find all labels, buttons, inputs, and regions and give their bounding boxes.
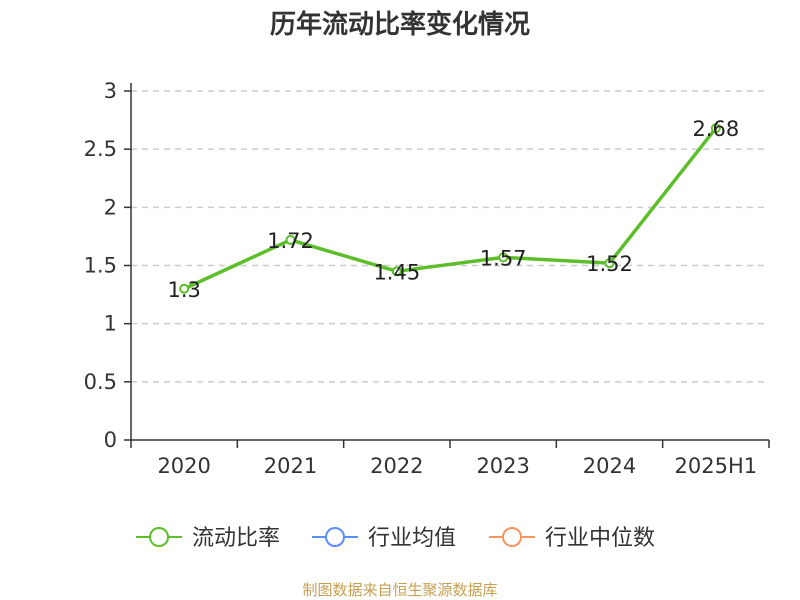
data-labels: 1.3 1.72 1.45 1.57 1.52 2.68 bbox=[167, 117, 739, 302]
x-tick-label: 2021 bbox=[264, 454, 317, 478]
data-point bbox=[179, 283, 190, 294]
series-line-1 bbox=[183, 127, 718, 291]
y-tick-label: 0.5 bbox=[84, 370, 117, 394]
series-lines bbox=[183, 127, 718, 291]
y-tick-label: 3 bbox=[104, 79, 117, 103]
data-point bbox=[285, 234, 296, 245]
source-note: 制图数据来自恒生聚源数据库 bbox=[302, 581, 497, 599]
legend-label: 行业中位数 bbox=[545, 526, 655, 551]
axes bbox=[124, 83, 770, 448]
x-tick-label: 2025H1 bbox=[675, 454, 758, 478]
x-tick-label: 2022 bbox=[370, 454, 423, 478]
x-tick-label: 2023 bbox=[476, 454, 529, 478]
chart-title: 历年流动比率变化情况 bbox=[270, 9, 530, 40]
y-tick-label: 0 bbox=[104, 428, 117, 452]
y-tick-labels: 0 0.5 1 1.5 2 2.5 3 bbox=[84, 79, 117, 452]
data-point bbox=[498, 252, 509, 263]
legend-label: 流动比率 bbox=[192, 526, 280, 551]
legend-marker bbox=[502, 527, 522, 547]
legend-marker bbox=[149, 527, 169, 547]
data-label: 1.45 bbox=[373, 260, 420, 284]
x-tick-label: 2020 bbox=[157, 454, 210, 478]
y-tick-label: 1 bbox=[104, 312, 117, 336]
data-point bbox=[391, 266, 402, 277]
data-point bbox=[710, 123, 721, 134]
grid-lines bbox=[131, 90, 769, 383]
legend-label: 行业均值 bbox=[368, 526, 456, 551]
data-label: 1.52 bbox=[586, 252, 633, 276]
data-label: 1.3 bbox=[167, 278, 200, 302]
legend-marker bbox=[325, 527, 345, 547]
x-tick-labels: 2020 2021 2022 2023 2024 2025H1 bbox=[157, 454, 757, 478]
y-tick-label: 2 bbox=[104, 195, 117, 219]
data-label: 2.68 bbox=[692, 117, 739, 141]
y-tick-label: 1.5 bbox=[84, 254, 117, 278]
legend: 流动比率 行业均值 行业中位数 bbox=[136, 526, 655, 551]
data-point bbox=[604, 258, 615, 269]
x-tick-label: 2024 bbox=[583, 454, 636, 478]
data-points bbox=[179, 123, 721, 294]
data-label: 1.57 bbox=[480, 246, 527, 270]
y-tick-label: 2.5 bbox=[84, 137, 117, 161]
data-label: 1.72 bbox=[267, 229, 314, 253]
